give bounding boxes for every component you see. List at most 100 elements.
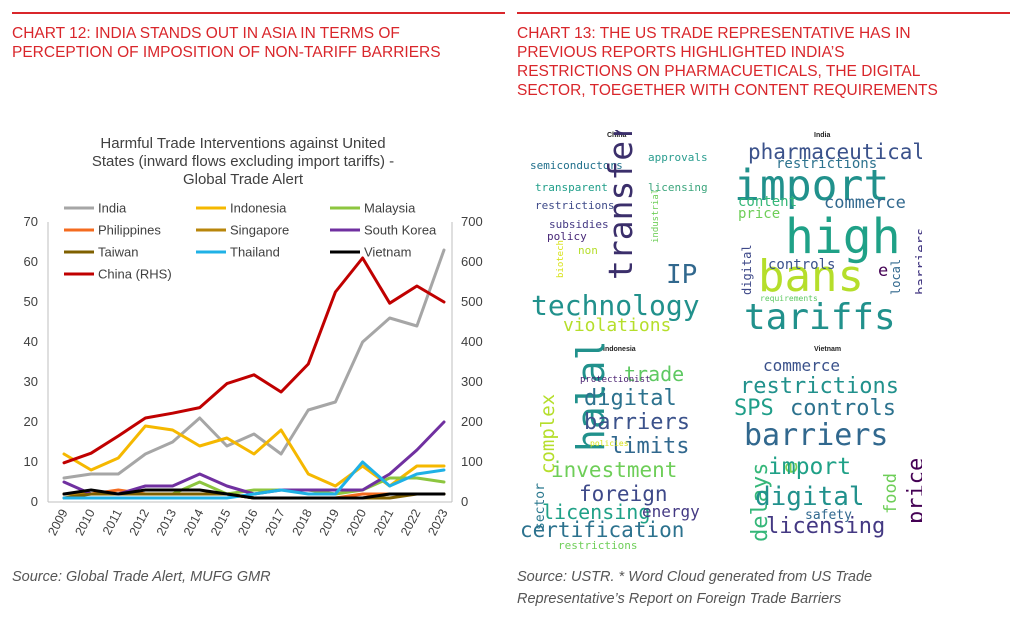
word-cloud-word: IP — [666, 260, 698, 290]
x-tick-label: 2016 — [235, 507, 260, 538]
word-cloud-word: restrictions — [535, 199, 615, 212]
word-cloud-word: commerce — [824, 193, 906, 213]
word-cloud-word: barriers — [914, 227, 922, 295]
word-cloud-word: industrial — [651, 188, 661, 243]
y-tick-label-left: 70 — [24, 214, 38, 229]
word-cloud-word: SPS — [734, 396, 774, 421]
word-cloud-china: China semiconductors approvals licensing tra… — [523, 130, 715, 340]
word-cloud-word: foreign — [579, 482, 668, 506]
word-cloud-title: Indonesia — [603, 346, 636, 353]
legend-label: Indonesia — [230, 201, 287, 216]
right-heading-line: SECTOR, TOEGETHER WITH CONTENT REQUIREME… — [517, 82, 938, 99]
y-tick-label-left: 10 — [24, 454, 38, 469]
legend-label: Singapore — [230, 223, 289, 238]
legend-label: Vietnam — [364, 245, 411, 260]
word-cloud-word: non — [578, 244, 598, 257]
left-chart-heading: CHART 12: INDIA STANDS OUT IN ASIA IN TE… — [12, 24, 507, 62]
word-cloud-word: licensing — [648, 181, 708, 194]
word-cloud-word: semiconductors — [530, 159, 623, 172]
x-tick-label: 2010 — [72, 507, 97, 538]
left-heading-line: PERCEPTION OF IMPOSITION OF NON-TARIFF B… — [12, 44, 441, 61]
word-cloud-word: price — [738, 206, 781, 222]
word-cloud-word: pharmaceuticals — [748, 140, 922, 164]
chart-title-line: Global Trade Alert — [183, 171, 304, 188]
y-tick-label-left: 40 — [24, 334, 38, 349]
word-cloud-word: import — [734, 161, 890, 211]
legend-label: Malaysia — [364, 201, 416, 216]
y-tick-label-right: 500 — [461, 294, 483, 309]
series-line-china-rhs — [62, 256, 446, 465]
left-heading-rule — [12, 12, 505, 14]
word-cloud-word: licensing — [766, 514, 886, 539]
right-heading-line: PREVIOUS REPORTS HIGHLIGHTED INDIA’S — [517, 44, 845, 61]
word-cloud-title: India — [814, 132, 831, 139]
word-cloud-word: certification — [520, 518, 685, 542]
word-cloud-word: barriers — [744, 418, 889, 453]
x-tick-label: 2021 — [371, 507, 396, 538]
word-cloud-word: local — [889, 258, 903, 295]
word-cloud-word: protectionist — [580, 375, 651, 385]
y-tick-label-right: 700 — [461, 214, 483, 229]
word-cloud-word: restrictions — [776, 156, 878, 172]
x-tick-label: 2017 — [262, 507, 287, 538]
word-cloud-word: restrictions — [740, 374, 899, 399]
word-cloud-word: high — [785, 209, 901, 265]
word-cloud-word: policies — [590, 439, 629, 448]
x-tick-label: 2015 — [208, 507, 233, 538]
right-source-line: Representative’s Report on Foreign Trade… — [517, 591, 842, 607]
word-cloud-india: India pharmaceuticals restrictions import co… — [730, 130, 922, 340]
right-heading-line: CHART 13: THE US TRADE REPRESENTATIVE HA… — [517, 25, 911, 42]
word-cloud-word: digital — [755, 482, 865, 512]
word-cloud-word: violations — [563, 315, 672, 336]
chart-title-line: States (inward flows excluding import ta… — [92, 153, 394, 170]
legend-label: Philippines — [98, 223, 161, 238]
x-tick-label: 2019 — [317, 507, 342, 538]
word-cloud-word: technology — [531, 289, 700, 322]
word-cloud-vietnam: Vietnam commerce restrictions SPS controls ba… — [730, 344, 922, 554]
left-heading-line: CHART 12: INDIA STANDS OUT IN ASIA IN TE… — [12, 25, 400, 42]
x-tick-label: 2009 — [45, 507, 70, 538]
word-cloud-word: digital — [740, 244, 754, 295]
word-cloud-word: tariffs — [744, 297, 896, 338]
word-cloud-word: controls — [768, 257, 836, 273]
word-cloud-word: energy — [642, 502, 700, 521]
x-tick-label: 2020 — [344, 507, 369, 538]
y-tick-label-left: 20 — [24, 414, 38, 429]
word-cloud-indonesia: Indonesia trade complex halal protectionist d… — [516, 344, 714, 554]
legend-label: China (RHS) — [98, 267, 172, 282]
chart-title-line: Harmful Trade Interventions against Unit… — [100, 135, 385, 152]
word-cloud-word: e — [878, 261, 889, 281]
word-cloud-word: investment — [551, 458, 678, 482]
series-line-india — [62, 248, 446, 480]
word-cloud-word: transfer — [601, 130, 640, 280]
word-cloud-word: import — [768, 454, 852, 480]
legend-label: Taiwan — [98, 245, 138, 260]
y-tick-label-left: 60 — [24, 254, 38, 269]
word-cloud-title: Vietnam — [814, 346, 842, 353]
legend-label: India — [98, 201, 127, 216]
y-tick-label-right: 0 — [461, 494, 468, 509]
word-cloud-title: China — [607, 132, 627, 139]
x-tick-label: 2023 — [425, 507, 450, 538]
word-cloud-word: commerce — [763, 356, 841, 375]
left-source-note: Source: Global Trade Alert, MUFG GMR — [12, 569, 271, 585]
x-tick-label: 2018 — [290, 507, 315, 538]
legend-label: South Korea — [364, 223, 437, 238]
word-cloud-word: controls — [790, 396, 896, 421]
word-cloud-word: restrictions — [558, 539, 638, 552]
word-cloud-word: trade — [624, 362, 685, 386]
right-source-line: Source: USTR. * Word Cloud generated fro… — [517, 569, 873, 585]
y-tick-label-right: 600 — [461, 254, 483, 269]
legend-label: Thailand — [230, 245, 280, 260]
word-cloud-word: limits — [610, 434, 690, 459]
x-tick-label: 2012 — [127, 507, 152, 538]
right-heading-line: RESTRICTIONS ON PHARMACUETICALS, THE DIG… — [517, 63, 921, 80]
word-cloud-word: licensing — [542, 500, 651, 524]
word-cloud-word: content — [738, 194, 798, 210]
series-line-vietnam — [62, 488, 446, 500]
word-cloud-word: transparent — [535, 181, 608, 194]
word-cloud-word: biotech — [556, 240, 566, 278]
right-chart-heading: CHART 13: THE US TRADE REPRESENTATIVE HA… — [517, 24, 1012, 100]
x-tick-label: 2011 — [100, 507, 125, 537]
y-tick-label-left: 30 — [24, 374, 38, 389]
